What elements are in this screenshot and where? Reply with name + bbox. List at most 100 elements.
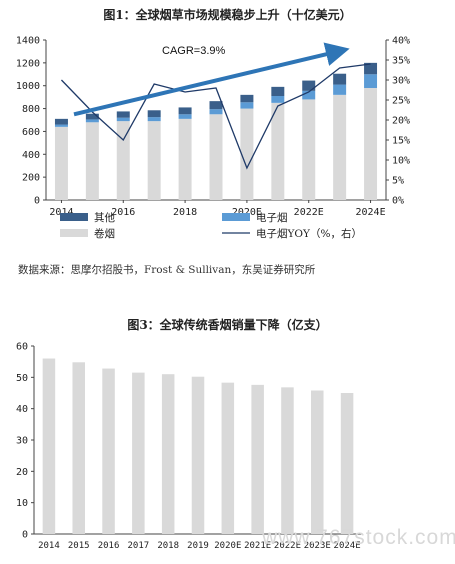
bar-其他 [178,107,192,115]
bar-其他 [240,94,254,103]
chart2-title: 图3：全球传统香烟销量下降（亿支） [127,318,328,332]
x-tick-label: 2022E [274,541,301,551]
x-tick-label: 2016 [98,541,120,551]
y2-tick-label: 35% [392,56,410,67]
y2-tick-label: 15% [392,136,410,147]
legend-swatch [60,213,88,221]
bar [72,362,85,534]
y-tick-label: 20 [16,467,28,478]
chart1-svg: 0 200 400 600 800 1000 1200 1400 0% 5% 10% 15% 20% 25… [16,36,410,241]
y-tick-label: 40 [16,404,28,415]
x-tick-label: 2021E [244,541,271,551]
bar [161,374,175,534]
x-tick-label: 2020E [232,207,262,218]
cagr-arrow [73,42,350,117]
x-tick-label: 2017 [128,541,150,551]
bar-卷烟 [209,114,223,200]
bar-电子烟 [364,74,378,88]
y-tick-label: 800 [22,104,40,115]
bar-电子烟 [333,84,347,95]
x-tick-label: 2024E [334,541,361,551]
bar-卷烟 [333,94,347,200]
y-tick-label: 0 [22,530,28,541]
y2-tick-label: 0% [392,196,404,207]
bar-卷烟 [54,126,68,200]
legend-swatch [222,213,250,221]
x-tick-label: 2014 [49,207,73,218]
y-tick-label: 60 [16,342,28,353]
bar [251,384,264,534]
bar-其他 [271,86,285,96]
bar-其他 [302,80,316,91]
bar-卷烟 [116,121,130,200]
y2-tick-label: 5% [392,176,404,187]
y-tick-label: 1000 [16,81,40,92]
chart1-title: 图1：全球烟草市场规模稳步上升（十亿美元） [103,8,352,22]
legend-swatch [60,229,88,237]
bar-卷烟 [271,102,285,200]
y2-tick-label: 40% [392,36,410,47]
legend-label: 卷烟 [94,227,115,240]
x-tick-label: 2020E [214,541,241,551]
x-tick-label: 2019 [187,541,209,551]
bar [311,390,324,534]
bar-其他 [54,118,68,125]
bar-卷烟 [302,99,316,200]
x-tick-label: 2023E [304,541,331,551]
y-tick-label: 50 [16,373,28,384]
y-tick-label: 1400 [16,36,40,47]
legend-label: 电子烟 [256,211,288,224]
y-tick-label: 30 [16,436,28,447]
bar [281,387,294,534]
x-tick-label: 2022E [294,207,324,218]
bar-其他 [85,113,99,120]
bar-其他 [364,62,378,75]
bar-电子烟 [209,109,223,115]
y2-tick-label: 10% [392,156,410,167]
x-tick-label: 2018 [173,207,197,218]
bar [340,393,354,534]
bar-卷烟 [364,88,378,200]
bar-卷烟 [240,108,254,200]
x-tick-label: 2024E [355,207,385,218]
source-note: 数据来源：思摩尔招股书，Frost & Sullivan，东吴证券研究所 [18,264,316,276]
bar-卷烟 [85,122,99,200]
y2-tick-label: 25% [392,96,410,107]
bar [42,358,56,534]
x-tick-label: 2014 [38,541,60,551]
bar-其他 [333,73,347,85]
x-tick-label: 2016 [111,207,135,218]
y-tick-label: 200 [22,173,40,184]
bar-电子烟 [178,114,192,119]
bar-其他 [209,101,223,110]
watermark: www.767stock.com [262,526,455,549]
bar-卷烟 [178,118,192,200]
x-tick-label: 2018 [157,541,179,551]
bar-电子烟 [116,117,130,122]
y2-tick-label: 20% [392,116,410,127]
chart2-svg: 0 10 20 30 40 50 60 2014 2015 2016 2017 2018 2019 202… [16,342,362,551]
yoy-line [60,63,371,170]
bar-电子烟 [85,119,99,123]
y-tick-label: 10 [16,498,28,509]
bar [221,382,235,534]
x-tick-label: 2015 [68,541,90,551]
y2-tick-label: 30% [392,76,410,87]
y-tick-label: 400 [22,150,40,161]
y-tick-label: 1200 [16,58,40,69]
bar [132,372,145,534]
bar [191,376,205,534]
bar-其他 [116,111,130,118]
cagr-label: CAGR=3.9% [162,45,225,57]
bar-电子烟 [302,90,316,100]
bar-电子烟 [147,117,161,122]
bar-电子烟 [54,124,68,127]
bar-电子烟 [240,102,254,109]
bar [102,368,115,534]
legend-label: 其他 [94,211,115,224]
y-tick-label: 600 [22,127,40,138]
bar-电子烟 [271,96,285,103]
y-tick-label: 0 [34,196,40,207]
legend-label: 电子烟YOY（%，右） [256,227,362,240]
bar-卷烟 [147,121,161,200]
